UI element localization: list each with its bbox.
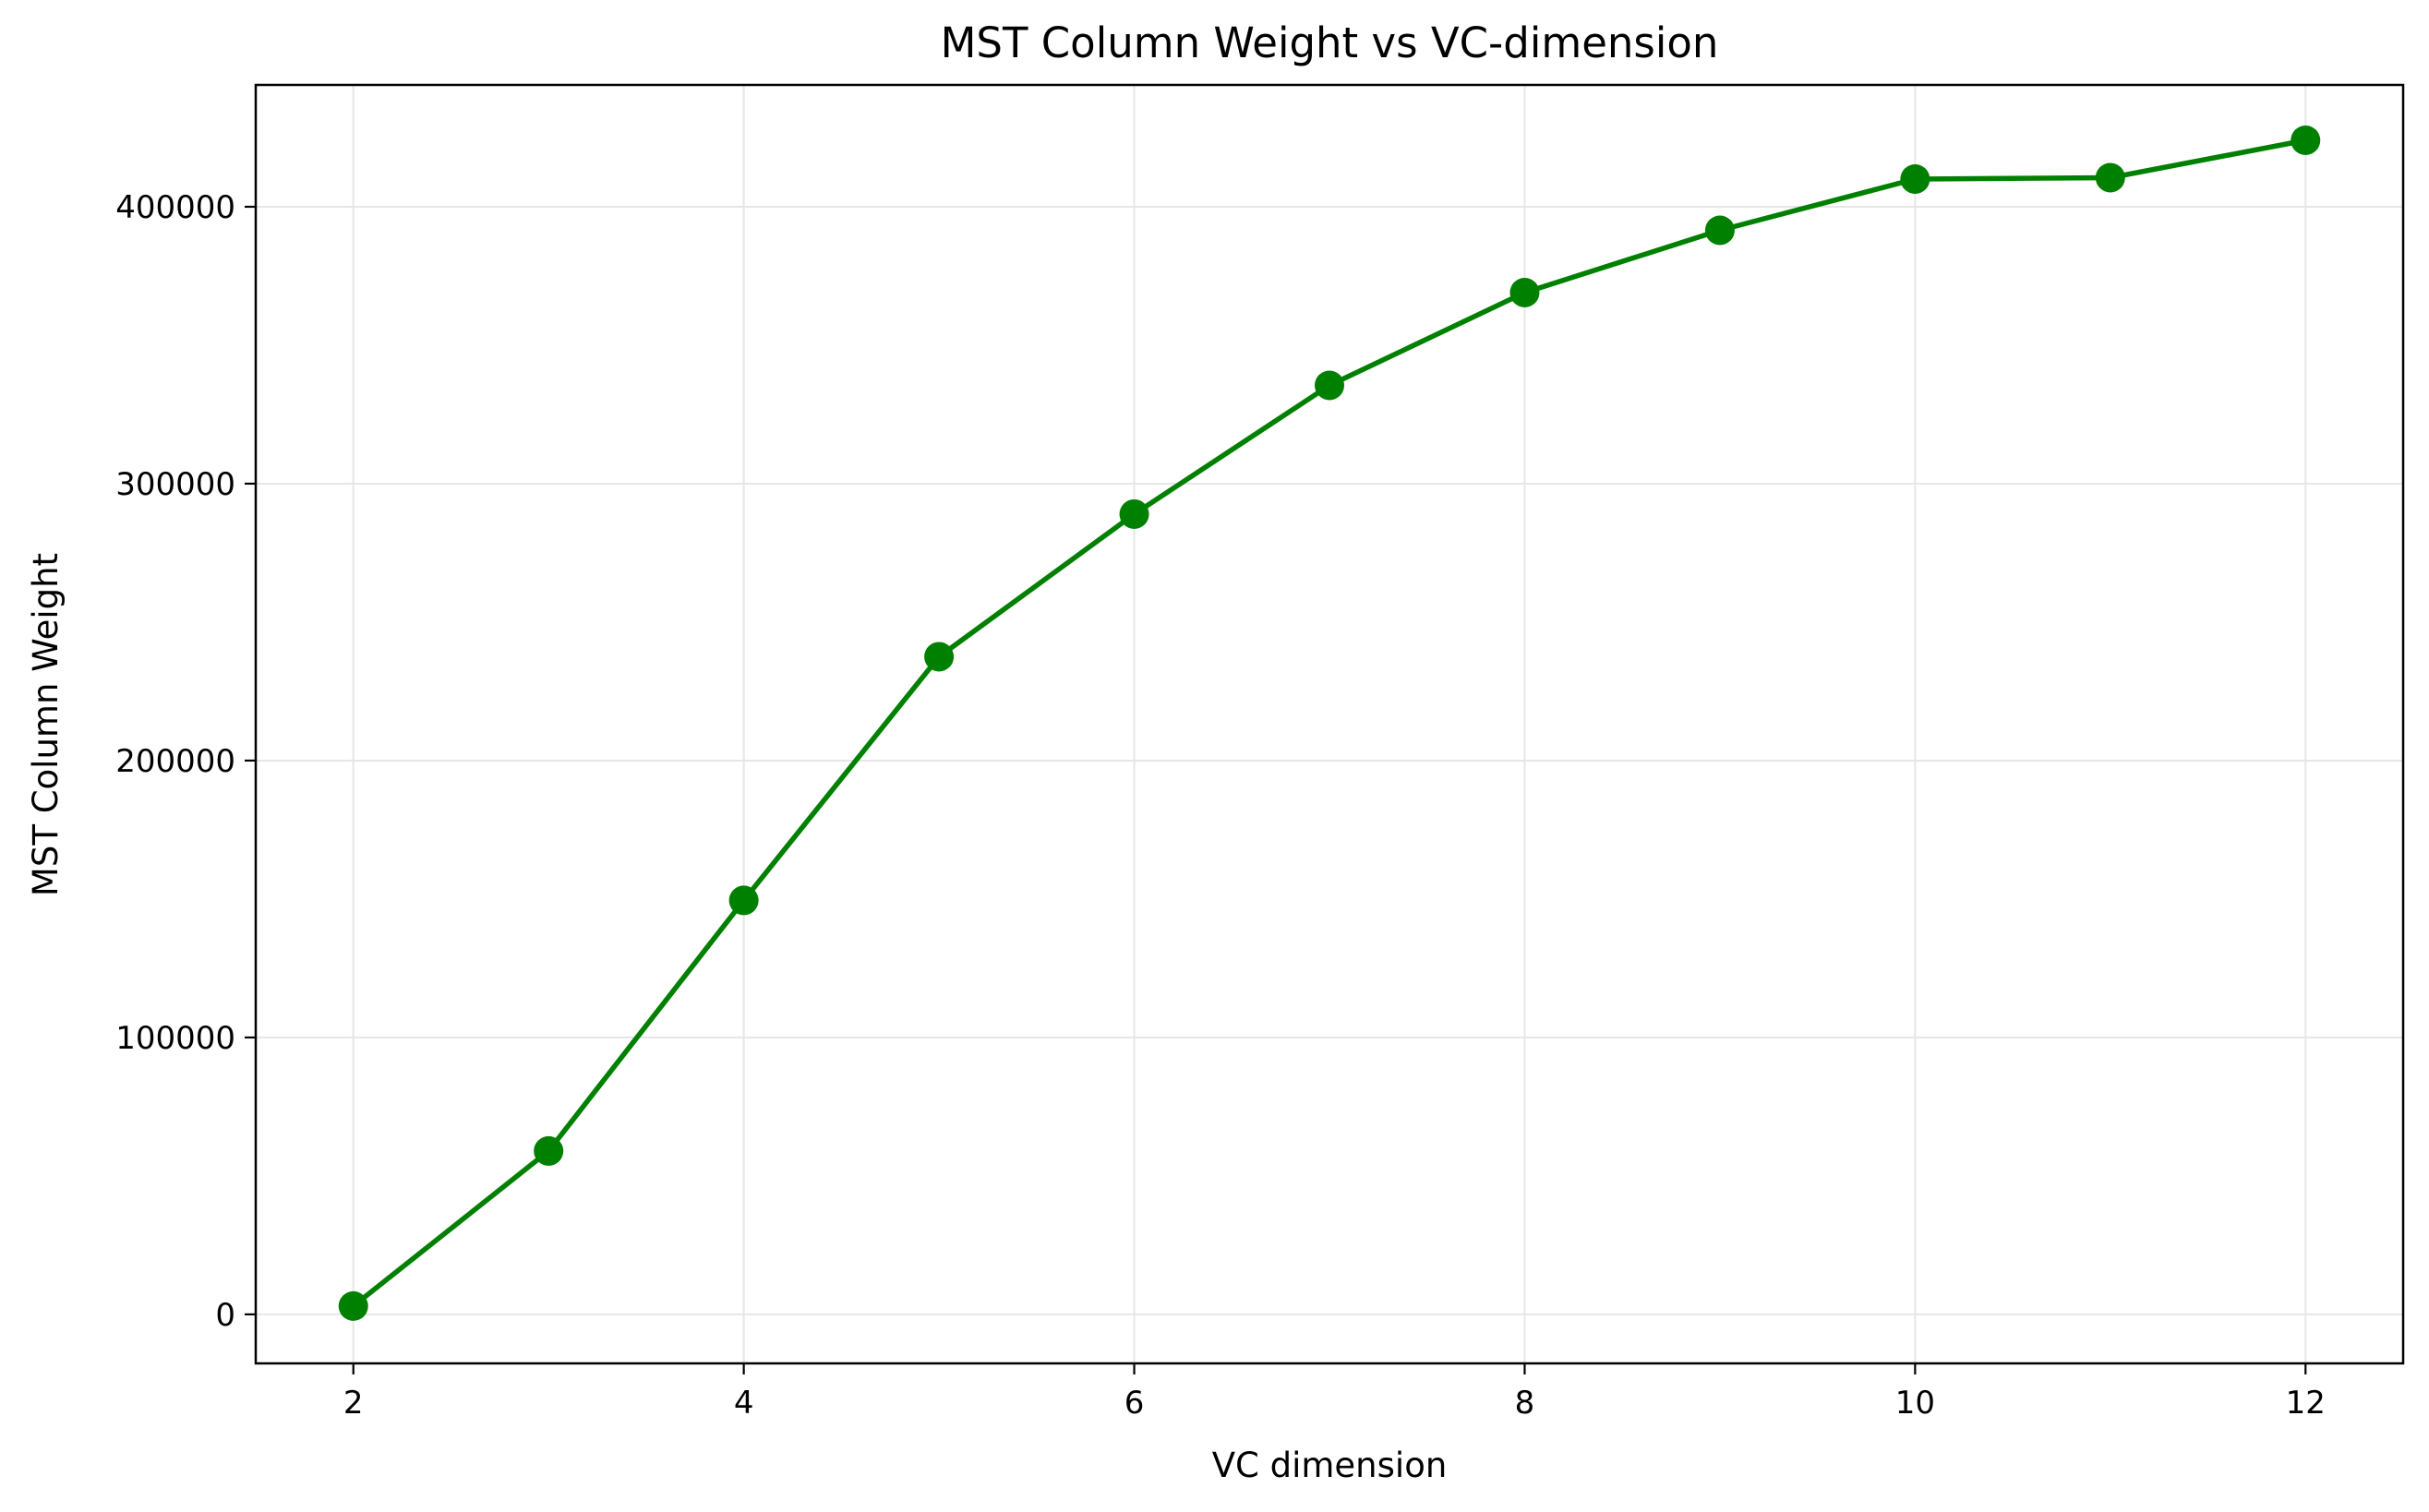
y-tick-label: 100000 [115, 1020, 235, 1057]
y-tick-label: 200000 [115, 743, 235, 780]
y-tick-label: 0 [215, 1297, 235, 1334]
y-tick-label: 300000 [115, 466, 235, 503]
x-tick-label: 4 [734, 1385, 754, 1422]
x-tick-label: 8 [1515, 1385, 1535, 1422]
x-tick-label: 10 [1895, 1385, 1935, 1422]
data-point [924, 642, 955, 672]
data-point [1119, 498, 1149, 529]
data-point [338, 1290, 368, 1321]
y-tick-label: 400000 [115, 189, 235, 226]
data-point [534, 1135, 564, 1166]
chart-title: MST Column Weight vs VC-dimension [941, 18, 1719, 67]
y-axis-ticks: 0 100000 200000 300000 400000 [115, 189, 256, 1334]
x-tick-label: 2 [343, 1385, 364, 1422]
data-point [1509, 277, 1540, 307]
data-point [728, 885, 759, 916]
data-point [2095, 162, 2125, 193]
grid-lines [256, 85, 2403, 1363]
data-point [2291, 125, 2321, 155]
data-point [1900, 163, 1930, 194]
plot-frame [254, 83, 2405, 1365]
x-axis-label: VC dimension [1212, 1446, 1448, 1485]
series-line [350, 138, 2309, 1309]
data-point [1704, 215, 1735, 246]
y-axis-label: MST Column Weight [26, 553, 66, 896]
x-tick-label: 12 [2286, 1385, 2326, 1422]
x-axis-ticks: 2 4 6 8 10 12 [343, 1363, 2326, 1422]
data-points [338, 125, 2321, 1321]
x-tick-label: 6 [1124, 1385, 1145, 1422]
data-point [1315, 370, 1344, 401]
